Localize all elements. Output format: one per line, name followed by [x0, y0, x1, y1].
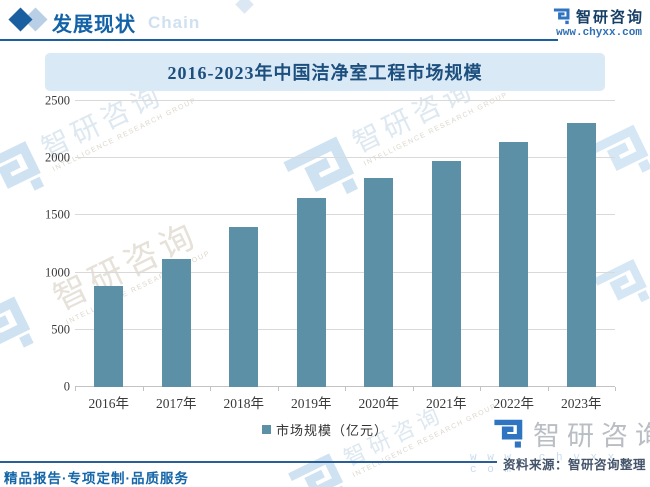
bar-2016年	[94, 286, 124, 387]
x-tick-label: 2022年	[493, 396, 535, 411]
header-divider	[0, 39, 558, 41]
legend-label: 市场规模（亿元）	[275, 423, 388, 438]
bar-series	[75, 101, 615, 387]
x-tick-label: 2019年	[291, 396, 332, 411]
x-axis-tick	[345, 387, 346, 391]
gridline	[75, 386, 615, 387]
legend: 市场规模（亿元）	[0, 420, 650, 439]
x-axis-tick	[142, 387, 144, 391]
bar-2022年	[499, 141, 529, 387]
bar-slot	[480, 101, 548, 387]
y-tick-label: 0	[63, 379, 70, 394]
y-tick-label: 1000	[45, 265, 70, 280]
section-title: 发展现状	[52, 14, 136, 36]
footer-divider	[0, 461, 497, 463]
data-source-note: 资料来源：智研咨询整理	[502, 458, 646, 472]
brand-url-link[interactable]: www.chyxx.com	[556, 27, 642, 39]
legend-swatch-icon	[261, 425, 271, 434]
bar-2019年	[296, 198, 326, 387]
y-tick-label: 2000	[45, 150, 70, 165]
y-axis-labels: 0 500 1000 1500 2000 2500	[28, 94, 70, 394]
gridline	[75, 100, 615, 101]
x-tick-label: 2018年	[223, 396, 265, 411]
x-axis-tick	[277, 387, 279, 391]
bar-2021年	[431, 160, 461, 387]
zhiyan-logo-watermark-icon	[288, 453, 347, 487]
y-tick-label: 1500	[45, 207, 70, 222]
bar-2018年	[229, 226, 259, 387]
section-ghost-text: Chain	[148, 13, 201, 32]
brand-name: 智研咨询	[575, 9, 644, 26]
bar-slot	[143, 101, 211, 387]
brand-logo: 智研咨询	[552, 6, 644, 27]
x-tick-label: 2023年	[561, 396, 602, 411]
footer-slogan: 精品报告·专项定制·品质服务	[4, 471, 189, 486]
bar-slot	[75, 101, 143, 387]
chart-title-banner: 2016-2023年中国洁净室工程市场规模	[45, 53, 605, 91]
bar-2023年	[566, 122, 596, 387]
x-axis-tick	[615, 387, 616, 391]
y-tick-label: 2500	[45, 93, 70, 108]
x-axis-labels: 2016年 2017年 2018年 2019年 2020年 2021年 2022年 2023年	[75, 392, 615, 412]
footer-brand-logo: 智研咨询	[491, 414, 650, 453]
y-tick-label: 500	[51, 322, 70, 337]
header: 发展现状 Chain 智研咨询 www.chyxx.com	[0, 0, 650, 42]
zhiyan-logo-icon	[553, 8, 570, 25]
bar-chart-plot-area	[75, 100, 615, 387]
x-axis-tick	[480, 387, 481, 391]
gridline	[75, 328, 615, 330]
diamond-icon	[235, 0, 254, 14]
bar-slot	[548, 101, 616, 387]
x-axis-tick	[75, 387, 76, 391]
gridline	[75, 214, 615, 216]
bar-2020年	[364, 178, 394, 387]
watermark-url: w w w . c h y x x . c o m	[470, 452, 634, 476]
x-axis-ticks	[75, 387, 616, 392]
x-tick-label: 2021年	[426, 396, 467, 411]
bar-2017年	[161, 258, 191, 387]
x-axis-tick	[412, 387, 414, 391]
diamond-icon	[8, 7, 33, 32]
bar-slot	[345, 101, 413, 387]
gridline	[75, 271, 615, 273]
x-tick-label: 2016年	[88, 396, 130, 411]
x-tick-label: 2020年	[358, 396, 400, 411]
bar-slot	[278, 101, 346, 387]
x-axis-tick	[547, 387, 549, 391]
chart-title: 2016-2023年中国洁净室工程市场规模	[167, 63, 483, 83]
zhiyan-logo-icon	[494, 419, 523, 448]
x-axis-tick	[210, 387, 211, 391]
bar-slot	[413, 101, 481, 387]
bar-slot	[210, 101, 278, 387]
x-tick-label: 2017年	[156, 396, 197, 411]
footer-brand-name: 智研咨询	[533, 421, 650, 451]
